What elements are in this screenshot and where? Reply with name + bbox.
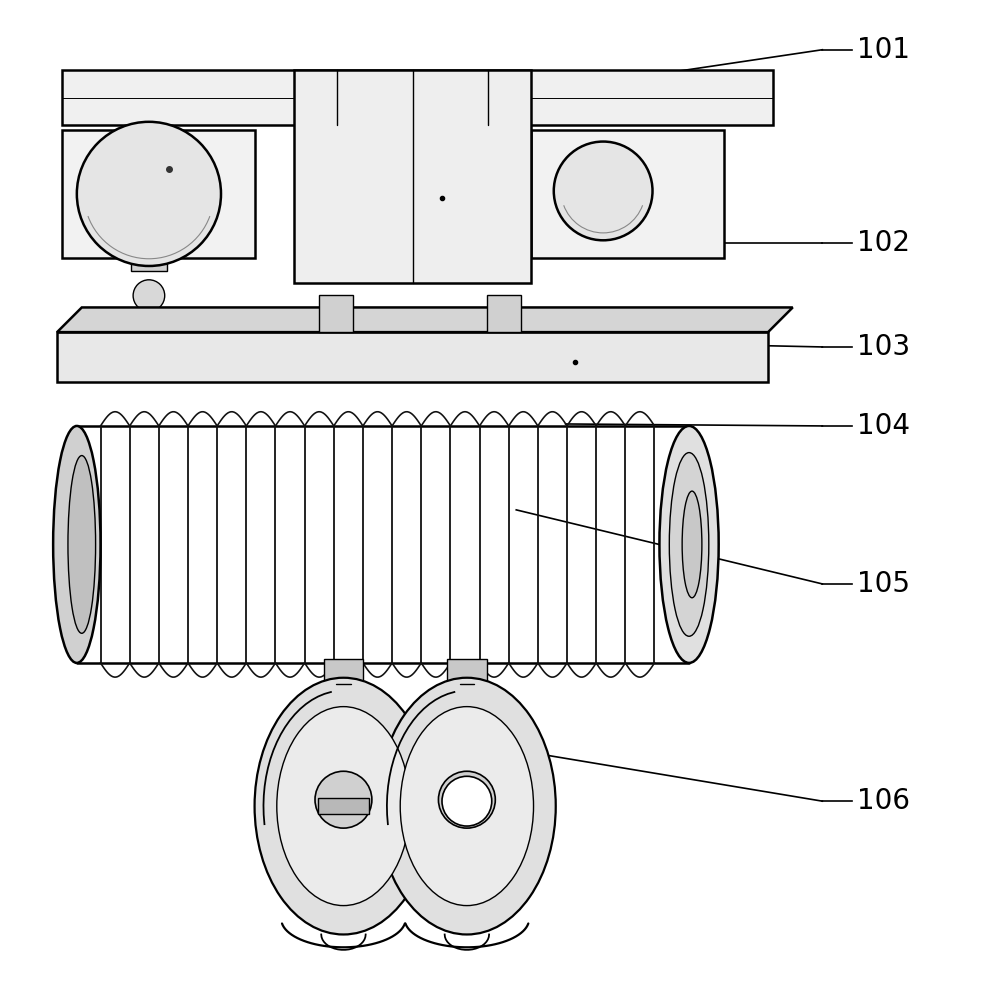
- Bar: [62, 130, 254, 258]
- Circle shape: [133, 280, 165, 311]
- Circle shape: [442, 776, 492, 826]
- Ellipse shape: [54, 426, 100, 663]
- Bar: [685, 500, 705, 589]
- Circle shape: [315, 771, 372, 828]
- Ellipse shape: [400, 707, 533, 906]
- Bar: [319, 295, 354, 332]
- Text: 103: 103: [857, 333, 910, 361]
- Bar: [62, 70, 773, 125]
- Text: 101: 101: [857, 36, 910, 64]
- Ellipse shape: [669, 453, 709, 636]
- Bar: [324, 659, 363, 681]
- Bar: [57, 332, 768, 382]
- Text: 106: 106: [857, 787, 910, 815]
- Ellipse shape: [659, 426, 719, 663]
- Ellipse shape: [68, 456, 95, 633]
- Bar: [487, 295, 521, 332]
- Bar: [531, 130, 724, 258]
- Bar: [131, 249, 167, 271]
- Text: 102: 102: [857, 229, 910, 257]
- Bar: [294, 70, 531, 283]
- Circle shape: [554, 142, 652, 240]
- Bar: [447, 659, 487, 681]
- Ellipse shape: [378, 678, 556, 934]
- Ellipse shape: [254, 678, 432, 934]
- Ellipse shape: [682, 491, 702, 598]
- Circle shape: [76, 122, 221, 266]
- Polygon shape: [57, 307, 792, 332]
- Circle shape: [439, 771, 496, 828]
- Text: 104: 104: [857, 412, 910, 440]
- Ellipse shape: [277, 707, 410, 906]
- Bar: [318, 798, 369, 814]
- Text: 105: 105: [857, 570, 910, 598]
